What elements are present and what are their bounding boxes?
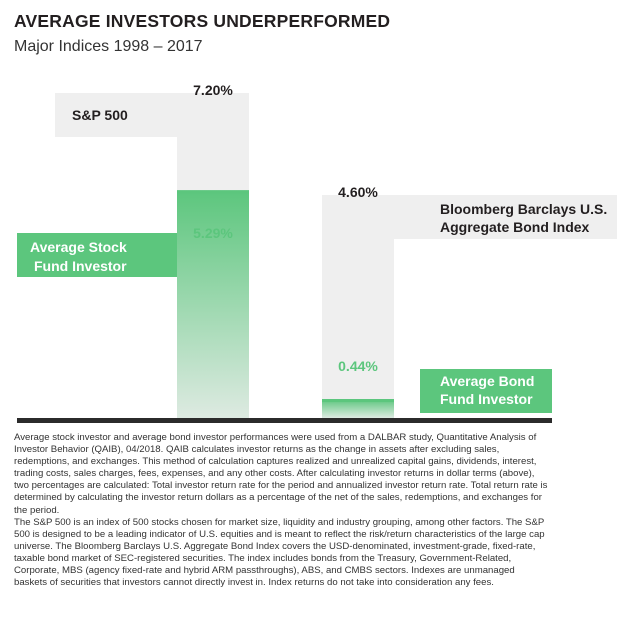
index-label-box-bond	[322, 195, 617, 239]
bar-index-bond	[322, 219, 394, 418]
value-label-bond-investor: 0.44%	[338, 358, 378, 374]
label-bond-investor-line2: Fund Investor	[440, 391, 533, 407]
footnote: Average stock investor and average bond …	[14, 432, 550, 589]
bar-investor-stock	[177, 190, 249, 418]
chart-title: AVERAGE INVESTORS UNDERPERFORMED	[14, 11, 391, 31]
bar-investor-stock-top	[177, 190, 249, 194]
footnote-indices: The S&P 500 is an index of 500 stocks ch…	[14, 516, 545, 589]
label-stock-investor-line1: Average Stock	[30, 239, 127, 255]
footnote-dalbar: Average stock investor and average bond …	[14, 432, 548, 516]
bar-investor-bond-top	[322, 399, 394, 403]
value-label-stock-investor: 5.29%	[193, 225, 233, 241]
value-label-bond-index: 4.60%	[338, 184, 378, 200]
label-sp500: S&P 500	[72, 107, 128, 123]
label-bond-index-line2: Aggregate Bond Index	[440, 219, 590, 235]
bar-investor-bond	[322, 399, 394, 418]
baseline-axis	[17, 418, 552, 423]
investor-label-box-bond	[420, 369, 552, 413]
label-bond-investor-line1: Average Bond	[440, 373, 534, 389]
value-label-sp500: 7.20%	[193, 82, 233, 98]
chart-subtitle: Major Indices 1998 – 2017	[14, 38, 203, 55]
label-bond-index-line1: Bloomberg Barclays U.S.	[440, 201, 607, 217]
label-stock-investor-line2: Fund Investor	[34, 258, 127, 274]
investor-label-box-stock	[17, 233, 177, 277]
bar-chart: S&P 500 7.20% Average Stock Fund Investor 5.…	[17, 82, 617, 423]
